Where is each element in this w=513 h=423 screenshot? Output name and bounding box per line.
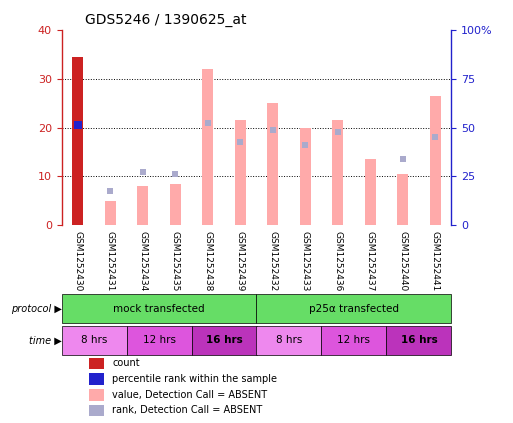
- Point: [269, 126, 277, 133]
- Point: [399, 156, 407, 163]
- Bar: [89, 405, 105, 416]
- Bar: [430, 96, 441, 225]
- Text: 8 hrs: 8 hrs: [81, 335, 107, 346]
- Text: protocol ▶: protocol ▶: [11, 304, 62, 314]
- Text: percentile rank within the sample: percentile rank within the sample: [112, 374, 277, 384]
- Bar: [267, 103, 278, 225]
- Bar: [235, 120, 246, 225]
- Point: [236, 139, 244, 146]
- Bar: [89, 389, 105, 401]
- Point: [204, 119, 212, 126]
- Point: [333, 129, 342, 136]
- Bar: [300, 127, 311, 225]
- Text: GSM1252436: GSM1252436: [333, 231, 342, 291]
- Text: GSM1252440: GSM1252440: [398, 231, 407, 291]
- Bar: [191, 326, 256, 355]
- Bar: [332, 120, 343, 225]
- Text: rank, Detection Call = ABSENT: rank, Detection Call = ABSENT: [112, 406, 263, 415]
- Bar: [256, 294, 451, 323]
- Bar: [202, 69, 213, 225]
- Bar: [322, 326, 386, 355]
- Text: GSM1252435: GSM1252435: [171, 231, 180, 291]
- Text: GSM1252432: GSM1252432: [268, 231, 277, 291]
- Text: GSM1252433: GSM1252433: [301, 231, 310, 291]
- Bar: [127, 326, 191, 355]
- Point: [301, 141, 309, 148]
- Text: GSM1252434: GSM1252434: [139, 231, 147, 291]
- Text: 8 hrs: 8 hrs: [276, 335, 302, 346]
- Text: GSM1252438: GSM1252438: [203, 231, 212, 291]
- Text: GSM1252441: GSM1252441: [431, 231, 440, 291]
- Text: value, Detection Call = ABSENT: value, Detection Call = ABSENT: [112, 390, 267, 400]
- Point: [431, 134, 439, 141]
- Text: GSM1252437: GSM1252437: [366, 231, 374, 291]
- Bar: [386, 326, 451, 355]
- Bar: [397, 174, 408, 225]
- Text: GDS5246 / 1390625_at: GDS5246 / 1390625_at: [85, 13, 246, 27]
- Text: 16 hrs: 16 hrs: [401, 335, 437, 346]
- Bar: [62, 326, 127, 355]
- Text: p25α transfected: p25α transfected: [309, 304, 399, 314]
- Bar: [365, 159, 376, 225]
- Text: time ▶: time ▶: [29, 335, 62, 346]
- Text: count: count: [112, 358, 140, 368]
- Bar: [170, 184, 181, 225]
- Point: [74, 122, 82, 129]
- Bar: [137, 186, 148, 225]
- Text: GSM1252431: GSM1252431: [106, 231, 115, 291]
- Bar: [89, 373, 105, 385]
- Text: 12 hrs: 12 hrs: [143, 335, 175, 346]
- Text: GSM1252430: GSM1252430: [73, 231, 82, 291]
- Bar: [105, 201, 116, 225]
- Point: [171, 170, 180, 177]
- Bar: [72, 57, 83, 225]
- Bar: [62, 294, 256, 323]
- Bar: [89, 357, 105, 369]
- Bar: [256, 326, 322, 355]
- Point: [106, 188, 114, 195]
- Text: 16 hrs: 16 hrs: [206, 335, 242, 346]
- Text: GSM1252439: GSM1252439: [236, 231, 245, 291]
- Text: 12 hrs: 12 hrs: [338, 335, 370, 346]
- Text: mock transfected: mock transfected: [113, 304, 205, 314]
- Point: [139, 168, 147, 175]
